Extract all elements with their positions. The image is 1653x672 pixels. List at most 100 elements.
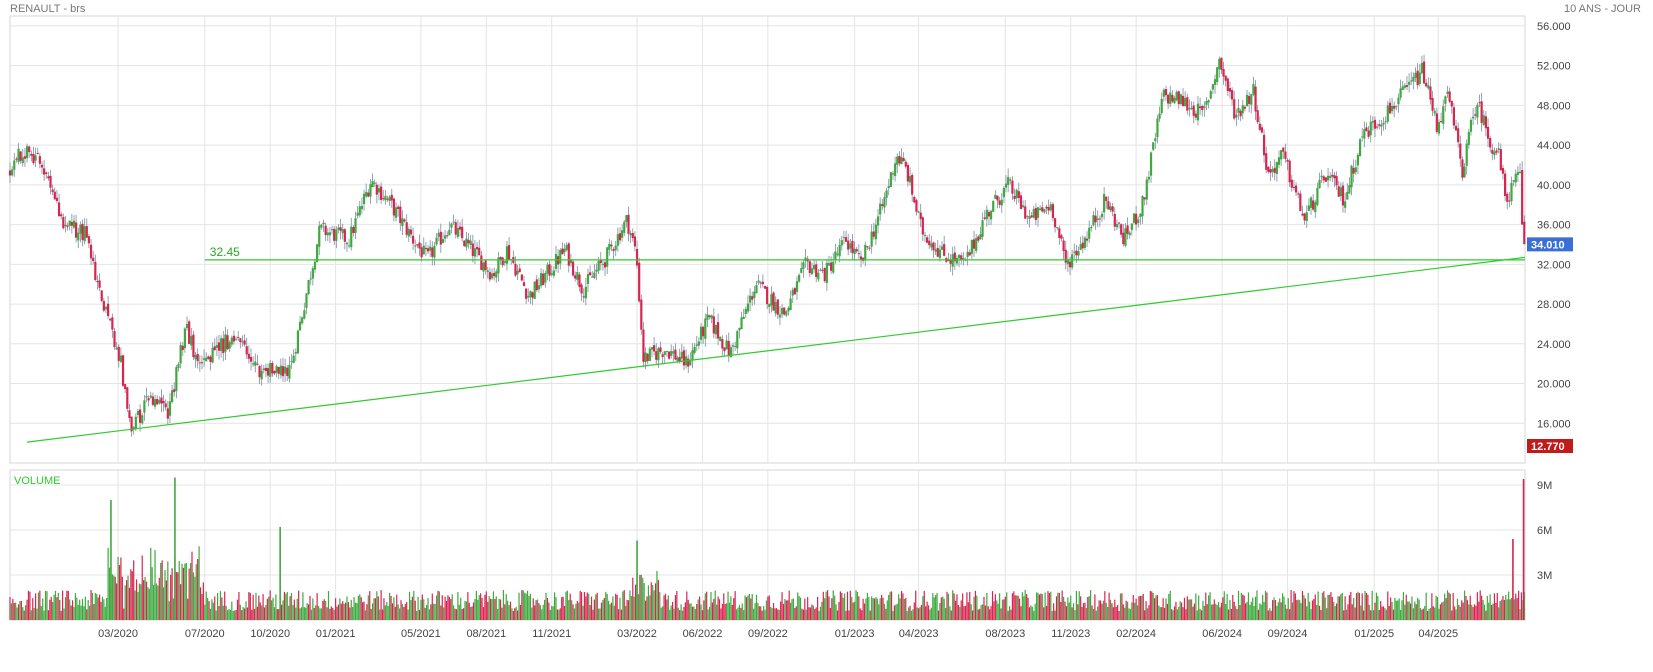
volume-bar	[878, 604, 880, 620]
volume-bar	[1018, 598, 1021, 620]
volume-bar	[59, 599, 61, 620]
volume-bar	[1016, 595, 1018, 620]
candle-body	[328, 232, 332, 236]
candle-body	[405, 222, 408, 235]
candle-body	[989, 210, 993, 220]
volume-bar	[1060, 601, 1062, 620]
volume-bar	[754, 603, 756, 620]
candle-body	[1416, 70, 1419, 86]
volume-bar	[760, 606, 762, 620]
candle-body	[885, 190, 888, 198]
candle-body	[753, 291, 756, 298]
volume-bar	[920, 605, 923, 620]
volume-bar	[354, 602, 357, 620]
volume-bar	[1209, 592, 1211, 620]
candle-body	[670, 351, 673, 356]
candle-body	[537, 285, 541, 290]
volume-bar	[660, 607, 662, 620]
candle-body	[164, 403, 167, 408]
period-selector[interactable]: 10 ANS - JOUR	[1563, 3, 1641, 15]
candle-body	[281, 366, 285, 377]
volume-bar	[195, 564, 197, 620]
volume-bar	[973, 596, 975, 620]
volume-bar	[30, 610, 32, 620]
candle-body	[1348, 185, 1351, 194]
candle-body	[98, 280, 101, 288]
volume-bar	[40, 606, 42, 620]
candle-body	[898, 155, 901, 164]
volume-bar	[1175, 601, 1177, 620]
volume-bar	[478, 595, 480, 620]
candle-body	[904, 161, 907, 167]
volume-bar	[727, 591, 729, 620]
volume-bar	[363, 601, 365, 620]
volume-bar	[1299, 600, 1301, 620]
last-price-label: 34.010	[1531, 239, 1565, 251]
volume-bar	[834, 595, 836, 620]
volume-bar	[976, 595, 978, 620]
low-price-label: 12.770	[1531, 441, 1565, 453]
candle-body	[143, 400, 146, 413]
volume-bar	[428, 609, 431, 620]
volume-bar	[238, 591, 240, 620]
volume-bar	[669, 609, 671, 620]
candle-body	[1154, 138, 1157, 142]
candle-body	[358, 206, 361, 216]
volume-bar	[325, 600, 327, 620]
candle-body	[1382, 122, 1385, 125]
volume-bar	[1071, 607, 1073, 620]
volume-bar	[1085, 607, 1087, 620]
volume-bar	[832, 590, 834, 620]
volume-bar	[17, 604, 20, 620]
candle-body	[418, 242, 421, 249]
candle-body	[256, 363, 259, 365]
volume-bar	[293, 599, 295, 620]
candle-body	[53, 191, 56, 200]
candle-body	[414, 245, 417, 247]
candle-body	[181, 345, 184, 351]
volume-bar	[684, 602, 686, 620]
candle-body	[153, 399, 157, 407]
candle-body	[1011, 180, 1014, 194]
candle-body	[367, 192, 370, 197]
x-tick-label: 10/2020	[250, 628, 290, 640]
volume-bar	[994, 594, 996, 620]
volume-bar	[1256, 590, 1258, 620]
candle-body	[853, 248, 856, 255]
volume-bar	[1445, 598, 1447, 620]
candle-body	[424, 247, 427, 250]
volume-bar	[69, 599, 71, 620]
candle-body	[1100, 213, 1104, 218]
volume-bar	[426, 604, 428, 620]
x-tick-label: 01/2023	[835, 628, 875, 640]
volume-bar	[298, 590, 300, 620]
x-tick-label: 01/2025	[1354, 628, 1394, 640]
candle-body	[968, 252, 971, 256]
candle-body	[390, 194, 393, 201]
volume-bar	[234, 610, 236, 620]
volume-bar	[1242, 594, 1244, 620]
volume-bar	[1030, 605, 1032, 620]
volume-bar	[1158, 605, 1160, 620]
volume-bar	[740, 607, 742, 620]
volume-bar	[1208, 595, 1210, 620]
candle-body	[446, 235, 449, 237]
volume-bar	[990, 606, 992, 620]
volume-bar	[1151, 591, 1153, 620]
volume-bar	[371, 603, 374, 620]
volume-bar	[916, 607, 918, 620]
volume-bar	[127, 575, 129, 620]
volume-bar	[242, 606, 244, 620]
volume-bar	[1314, 594, 1316, 620]
candle-body	[891, 173, 895, 175]
volume-bar	[505, 594, 507, 620]
volume-bar	[482, 607, 485, 620]
candle-body	[1092, 215, 1095, 226]
candle-body	[742, 316, 745, 319]
volume-bar	[477, 599, 479, 620]
volume-bar	[27, 590, 30, 620]
volume-bar	[316, 593, 318, 620]
volume-bar	[960, 600, 962, 620]
support-line-label: 32.45	[210, 245, 240, 259]
candle-body	[1380, 124, 1383, 127]
